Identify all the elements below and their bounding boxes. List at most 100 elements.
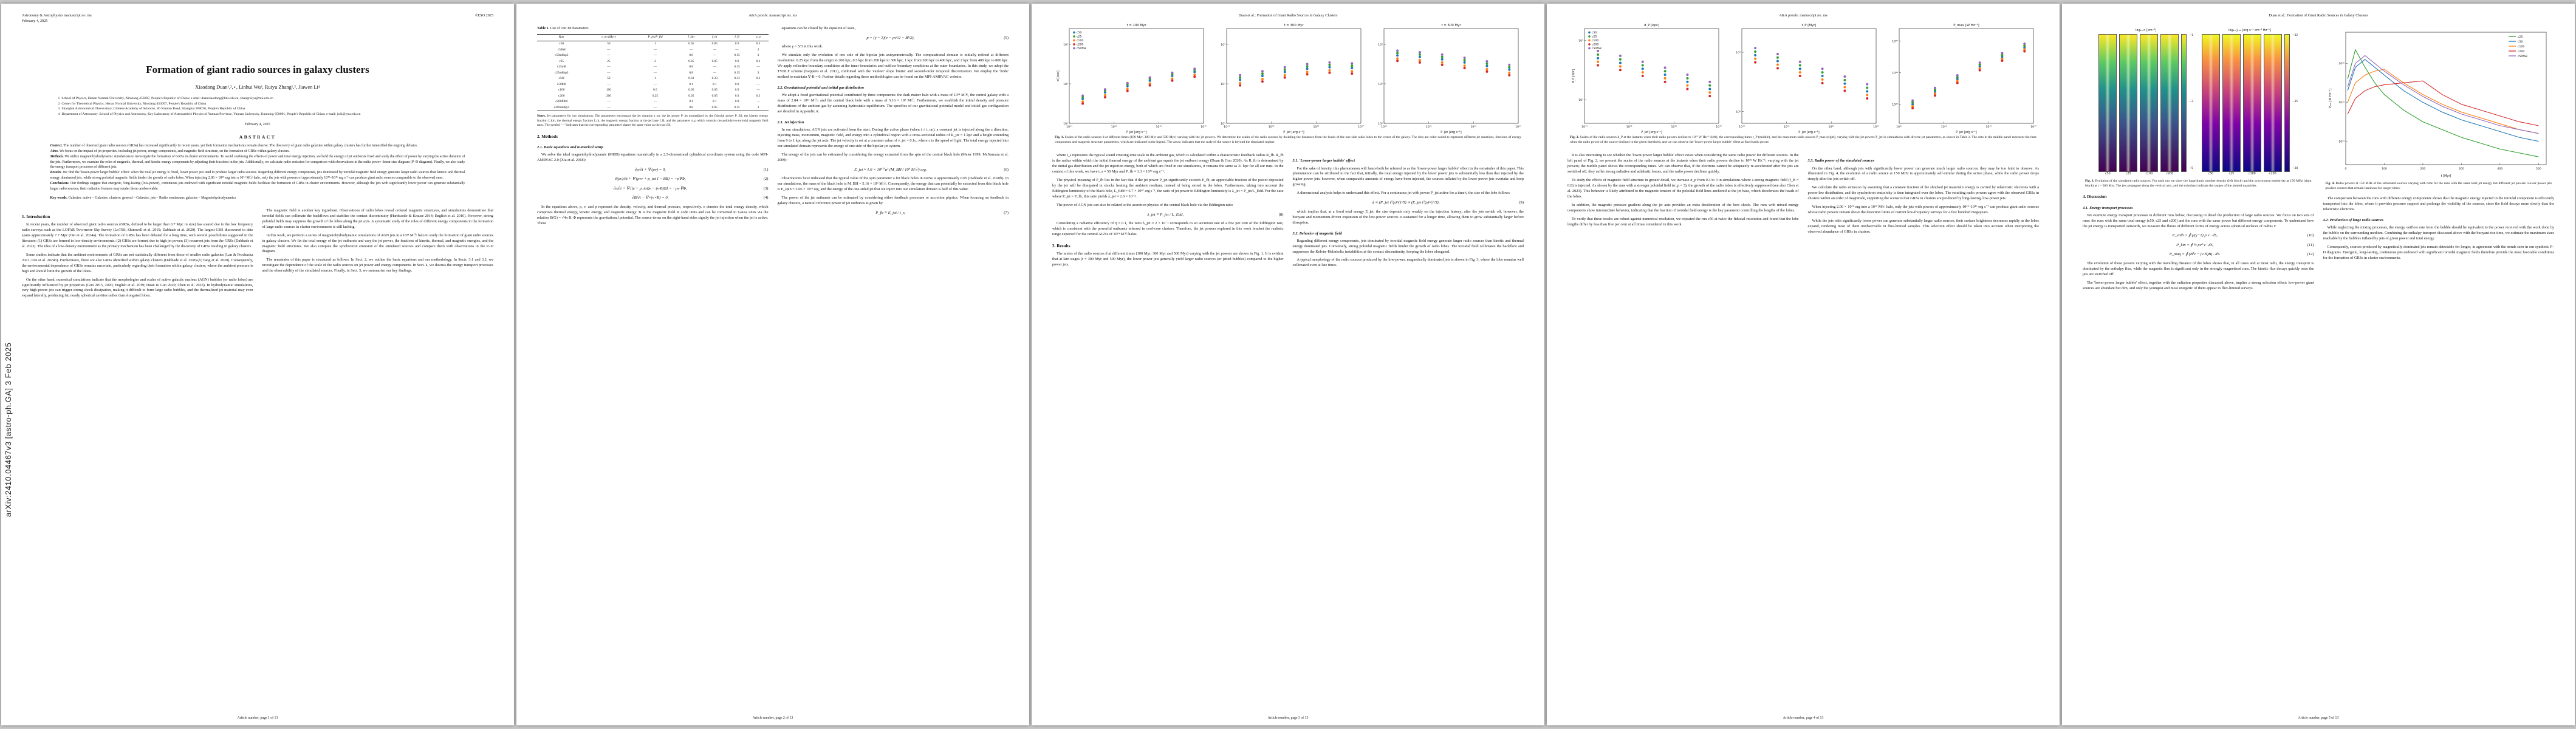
colormap-strip [2140, 34, 2159, 173]
body-columns: Table 1. List of Our Jet Parameters Run t… [537, 26, 1009, 230]
abstract-text: The number of observed giant radio sourc… [63, 143, 418, 148]
column-right: 3.3. Radio power of the simulated source… [1808, 153, 2040, 238]
equation: p = (γ − 1)(e − ρv²/2 − B²/2), (5) [778, 35, 1009, 41]
equation: ∂ρ/∂t + ∇·(ρv) = 0, (1) [537, 167, 769, 173]
table-row: c50fb8— —0.1 0.1 0.8— [557, 82, 760, 86]
equation: d ∝ (P_jet t³/ρ)^(1/5) ∝ (E_jet t²/ρ)^(1… [1293, 200, 1524, 206]
svg-text:P_max [W Hz⁻¹]: P_max [W Hz⁻¹] [1953, 23, 1979, 27]
page-footer: Article number, page 4 of 13 [1783, 716, 1824, 720]
figure-caption-text: Radio powers at 150 MHz of the simulated… [2325, 181, 2552, 190]
figure-3-caption: Fig. 3. Evolution of the simulated radio… [2085, 179, 2312, 188]
eso-credit: ©ESO 2025 [474, 13, 493, 18]
svg-text:10⁴⁴: 10⁴⁴ [1739, 125, 1745, 129]
paragraph: We adopt a fixed gravitational potential… [777, 93, 1009, 114]
abstract-results: Results. We find the 'lower-power larger… [50, 170, 465, 180]
svg-text:10²: 10² [1578, 98, 1583, 102]
figure-1-caption: Fig. 1. Scales of the radio sources d at… [1055, 135, 1521, 145]
svg-text:10⁴⁵: 10⁴⁵ [1111, 125, 1117, 129]
page-footer: Article number, page 1 of 13 [237, 716, 278, 720]
strip-label: c200 [2269, 173, 2276, 176]
svg-text:c50fb8: c50fb8 [1592, 47, 1601, 50]
svg-text:10³: 10³ [1063, 43, 1068, 47]
table-row: c25m8hp3— —0.8—0.15 3 [555, 70, 759, 75]
equation: ∂e/∂t + ∇·[(e + p_tot)v − (v·B)B] = −ρv·… [537, 186, 769, 192]
abstract-label: Results. [50, 171, 62, 175]
strip-label: c25 [2125, 173, 2131, 176]
equation-body: λ_jet ≡ P_jet / L_Edd, [1147, 212, 1184, 217]
svg-text:c25: c25 [1592, 35, 1597, 39]
running-header: Duan et al.: Formation of Giant Radio So… [2269, 13, 2368, 18]
keywords-label: Key words. [50, 196, 68, 200]
svg-text:10⁴⁴: 10⁴⁴ [1581, 125, 1588, 129]
column-left: 1. Introduction In recent years, the num… [22, 208, 253, 302]
affiliation-number: 2 [58, 101, 60, 106]
manuscript-line: Astronomy & Astrophysics manuscript no. … [22, 13, 92, 18]
svg-text:10⁴⁴: 10⁴⁴ [1896, 125, 1902, 129]
paragraph: It is also interesting to see whether th… [1567, 153, 1799, 174]
figure-1: t = 100 Myr 10⁴⁴ 10⁴⁵ 10⁴⁶ 10⁴⁷ 10¹ 10² 10³ P_je… [1052, 21, 1524, 134]
paragraph: On the other hand, numerical simulations… [22, 277, 253, 298]
column-left: log₁₀ n [cm⁻³] c50 c25 c100 c200 −1 −3 −5 log₁₀… [2083, 26, 2314, 295]
svg-text:c25: c25 [2518, 35, 2523, 39]
header-date: February 4, 2025 [22, 18, 48, 23]
paragraph: We examine energy transport processes in… [2083, 213, 2314, 228]
svg-text:300: 300 [2459, 167, 2464, 171]
equation-body: P_kin = ∮ ½ ρv² v · dS, [2176, 242, 2214, 247]
equation-body: ∂(ρv)/∂t + ∇·(ρvv + p_tot I − BB) = −ρ∇Φ… [614, 177, 686, 182]
paragraph: We solve the ideal magnetohydrodynamic (… [537, 152, 769, 162]
svg-text:10³: 10³ [1736, 51, 1741, 55]
table-row: c200f0b8— —0.1 0.1 0.8— [555, 100, 760, 104]
figure-caption-text: Scales of the radio sources d at differe… [1055, 135, 1521, 144]
equation-body: ∂ρ/∂t + ∇·(ρv) = 0, [634, 167, 666, 172]
running-header: A&A proofs: manuscript no. ms [1779, 13, 1828, 18]
colormap-strip [2263, 34, 2282, 173]
svg-text:c200: c200 [1077, 43, 1083, 47]
paragraph: Regarding different energy components, j… [1292, 238, 1524, 254]
svg-text:P₁₅₀ [W Hz⁻¹]: P₁₅₀ [W Hz⁻¹] [2329, 89, 2332, 108]
svg-text:10²⁵: 10²⁵ [2338, 101, 2345, 104]
figure-label: Fig. 2. [1570, 135, 1579, 139]
svg-text:10⁴⁵: 10⁴⁵ [1626, 125, 1632, 129]
colorbar [2284, 34, 2290, 173]
equation-body: P_fb ≡ E_jet / t_s, [875, 210, 906, 215]
notes-label: Notes. [537, 114, 546, 118]
paragraph: which implies that, at a fixed total ene… [1292, 209, 1524, 225]
equation-number: (3) [763, 186, 769, 191]
affiliation-text: Department of Astronomy, School of Physi… [61, 112, 361, 116]
svg-text:10⁴⁴: 10⁴⁴ [1381, 125, 1387, 129]
arxiv-stamp: arXiv:2410.04467v3 [astro-ph.GA] 3 Feb 2… [4, 342, 13, 517]
svg-text:10⁴⁷: 10⁴⁷ [1873, 125, 1879, 129]
figure-3: log₁₀ n [cm⁻³] c50 c25 c100 c200 −1 −3 −5 log₁₀… [2083, 29, 2314, 177]
paragraph: The physical meaning of P_fb lies in the… [1052, 178, 1284, 199]
authors-line: Xiaodong Duan¹,²,⋆, Linhui Wu³, Ruiyu Zh… [195, 84, 320, 91]
page-1: Astronomy & Astrophysics manuscript no. … [1, 4, 514, 725]
strip-label: c100 [2145, 173, 2153, 176]
equation-body: d ∝ (P_jet t³/ρ)^(1/5) ∝ (E_jet t²/ρ)^(1… [1372, 200, 1440, 205]
svg-text:d_P [kpc]: d_P [kpc] [1644, 24, 1659, 27]
page-3: Duan et al.: Formation of Giant Radio So… [1032, 4, 1544, 725]
paragraph: We simulate only the evolution of one si… [777, 53, 1009, 80]
fig3-emissivity-block: log₁₀ j₁₅₀ [erg s⁻¹ cm⁻³ Hz⁻¹] c50 c25 c100… [2201, 29, 2298, 177]
paragraph: In recent years, the number of observed … [22, 222, 253, 248]
svg-text:c200: c200 [1592, 43, 1598, 47]
fig2-panel-power: P_max [W Hz⁻¹] 10⁴⁴ 10⁴⁵ 10⁴⁶ 10⁴⁷ 10²⁵ 10²⁶ 10… [1892, 23, 2036, 134]
paragraph: In the equations above, ρ, v, and p repr… [537, 204, 769, 225]
colorbar [2181, 34, 2187, 173]
colorbar-title: log₁₀ j₁₅₀ [erg s⁻¹ cm⁻³ Hz⁻¹] [2228, 29, 2271, 32]
keywords-text: Galaxies: active – Galaxies: clusters: g… [68, 196, 236, 200]
equation-body: p = (γ − 1)(e − ρv²/2 − B²/2), [866, 35, 915, 40]
svg-text:t [Myr]: t [Myr] [2441, 174, 2451, 178]
svg-text:c50fb8: c50fb8 [2518, 55, 2527, 58]
subsection-heading: 4.2. Production of large radio sources [2323, 218, 2384, 223]
figure-2-caption: Fig. 2. Scales of the radio sources d_P … [1570, 135, 2036, 145]
colormap-strip [2242, 34, 2261, 173]
paragraph: For the sake of brevity, this phenomenon… [1292, 166, 1524, 187]
paragraph: On the other hand, although jets with si… [1807, 166, 2040, 182]
svg-text:10⁴⁶: 10⁴⁶ [1156, 125, 1162, 129]
equation: λ_jet ≡ P_jet / L_Edd, (8) [1052, 212, 1284, 218]
paragraph: To verify that these results are robust … [1567, 216, 1799, 227]
abstract-text: We focus on the impact of jet properties… [59, 149, 290, 153]
svg-text:P_jet [erg s⁻¹]: P_jet [erg s⁻¹] [1641, 131, 1662, 134]
svg-text:10²⁵: 10²⁵ [1892, 103, 1898, 107]
subsection-heading: 2.1. Basic equations and numerical setup [537, 145, 603, 149]
